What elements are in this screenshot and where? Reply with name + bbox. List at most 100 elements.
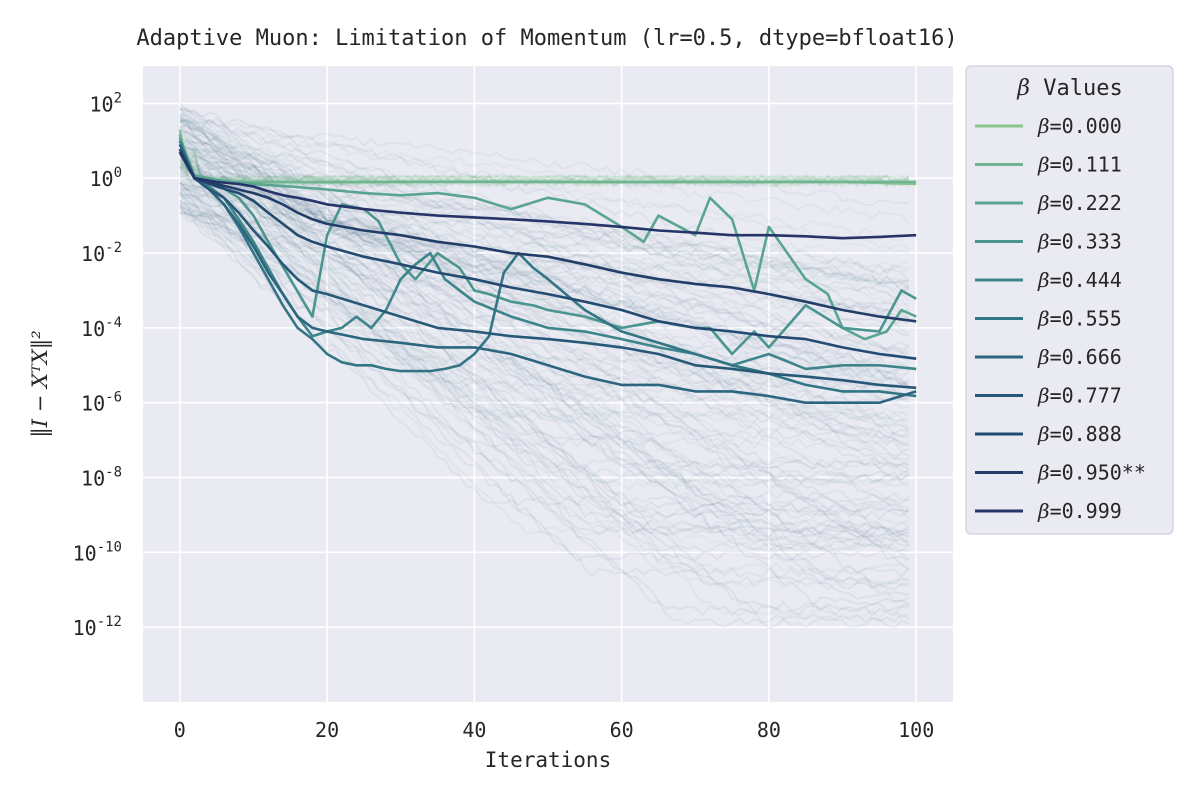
background-run-line — [179, 170, 910, 421]
background-run-line — [179, 102, 909, 541]
grid-lines — [143, 66, 953, 702]
background-run-line — [179, 123, 910, 225]
background-run-line — [179, 182, 910, 287]
legend-box — [965, 65, 1174, 535]
background-run-line — [178, 149, 910, 539]
background-run-line — [179, 193, 910, 375]
background-run-line — [179, 125, 909, 591]
background-run-line — [179, 162, 910, 275]
series-line — [178, 148, 917, 390]
y-axis-ticks: 102 100 10-2 10-4 10-6 10-8 10-10 10-12 — [73, 90, 122, 640]
y-tick-label: 10-8 — [81, 465, 122, 491]
y-tick-label: 100 — [89, 165, 122, 191]
background-run-line — [179, 142, 910, 488]
background-run-line — [178, 147, 910, 188]
background-run-line — [179, 187, 909, 386]
series-line — [178, 151, 917, 323]
x-axis-ticks: 0 20 40 60 80 100 — [174, 718, 934, 742]
background-run-line — [178, 148, 910, 188]
background-run-line — [179, 158, 910, 389]
chart-title: Adaptive Muon: Limitation of Momentum (l… — [136, 26, 957, 51]
y-axis-label: ‖I − XᵀX‖² — [28, 330, 53, 437]
background-run-line — [179, 193, 909, 399]
series-line — [178, 148, 917, 360]
background-run-line — [179, 185, 910, 563]
background-run-line — [179, 187, 909, 485]
series-line — [178, 143, 917, 405]
background-run-line — [179, 206, 910, 588]
legend-label: β=0.950** — [1037, 461, 1146, 485]
background-run-line — [179, 137, 909, 588]
background-run-line — [179, 119, 910, 466]
legend-label: β=0.888 — [1037, 422, 1122, 446]
background-run-line — [179, 143, 910, 302]
legend-label: β=0.555 — [1037, 307, 1122, 331]
background-run-line — [179, 203, 910, 449]
background-run-line — [179, 140, 910, 294]
legend-label: β=0.777 — [1037, 384, 1122, 408]
background-run-line — [179, 134, 910, 520]
x-tick-label: 20 — [315, 718, 339, 742]
background-run-line — [179, 121, 910, 536]
background-run-line — [178, 192, 910, 537]
background-run-line — [179, 200, 910, 601]
background-run-line — [179, 166, 910, 532]
legend-label: β=0.666 — [1037, 345, 1122, 369]
background-run-line — [179, 195, 909, 319]
plot-area — [143, 66, 953, 702]
background-run-line — [179, 120, 909, 514]
background-run-line — [179, 191, 910, 393]
background-run-line — [179, 137, 910, 337]
series-lines — [178, 129, 917, 405]
background-run-line — [179, 113, 910, 311]
background-run-line — [179, 151, 910, 591]
legend-label: β=0.111 — [1037, 153, 1122, 177]
background-run-line — [179, 113, 909, 502]
background-run-line — [179, 166, 910, 537]
background-run-line — [179, 174, 909, 554]
background-run-line — [179, 139, 910, 274]
legend-label: β=0.222 — [1037, 191, 1122, 215]
background-run-line — [179, 173, 910, 320]
legend-label: β=0.999 — [1037, 499, 1122, 523]
series-line — [178, 137, 917, 341]
background-run-line — [179, 182, 910, 388]
background-run-line — [179, 200, 910, 544]
background-run-line — [179, 168, 910, 432]
legend-label: β=0.444 — [1037, 268, 1122, 292]
x-axis-label: Iterations — [485, 748, 611, 772]
background-run-line — [178, 121, 910, 378]
background-run-line — [179, 162, 910, 438]
background-run-line — [179, 142, 910, 481]
y-tick-label: 10-2 — [81, 240, 122, 266]
background-run-line — [179, 115, 910, 255]
legend-label: β=0.000 — [1037, 114, 1122, 138]
y-tick-label: 10-6 — [81, 390, 122, 416]
series-line — [178, 151, 917, 240]
legend-title-text: Values — [1030, 76, 1123, 101]
background-run-line — [179, 174, 910, 519]
background-run-line — [178, 203, 909, 618]
legend-label: β=0.333 — [1037, 230, 1122, 254]
background-run-line — [179, 172, 909, 469]
background-run-line — [179, 181, 910, 484]
background-run-line — [179, 176, 909, 275]
legend-title: β Values — [1016, 76, 1122, 101]
background-run-line — [179, 118, 910, 546]
background-run-line — [179, 173, 910, 575]
background-run-line — [178, 106, 910, 607]
background-run-line — [178, 127, 910, 420]
background-run-line — [179, 125, 909, 551]
background-run-line — [179, 178, 909, 426]
background-run-line — [179, 185, 910, 355]
background-run-line — [179, 159, 909, 395]
legend-items: β=0.000 β=0.111 β=0.222 β=0.333 β=0.444 β=0.5… — [975, 114, 1146, 523]
background-run-line — [179, 158, 910, 290]
legend-title-symbol: β — [1016, 76, 1030, 101]
background-run-line — [179, 161, 909, 398]
x-tick-label: 80 — [757, 718, 781, 742]
background-run-line — [179, 130, 909, 306]
background-run-line — [179, 202, 909, 447]
background-run-line — [179, 186, 910, 472]
